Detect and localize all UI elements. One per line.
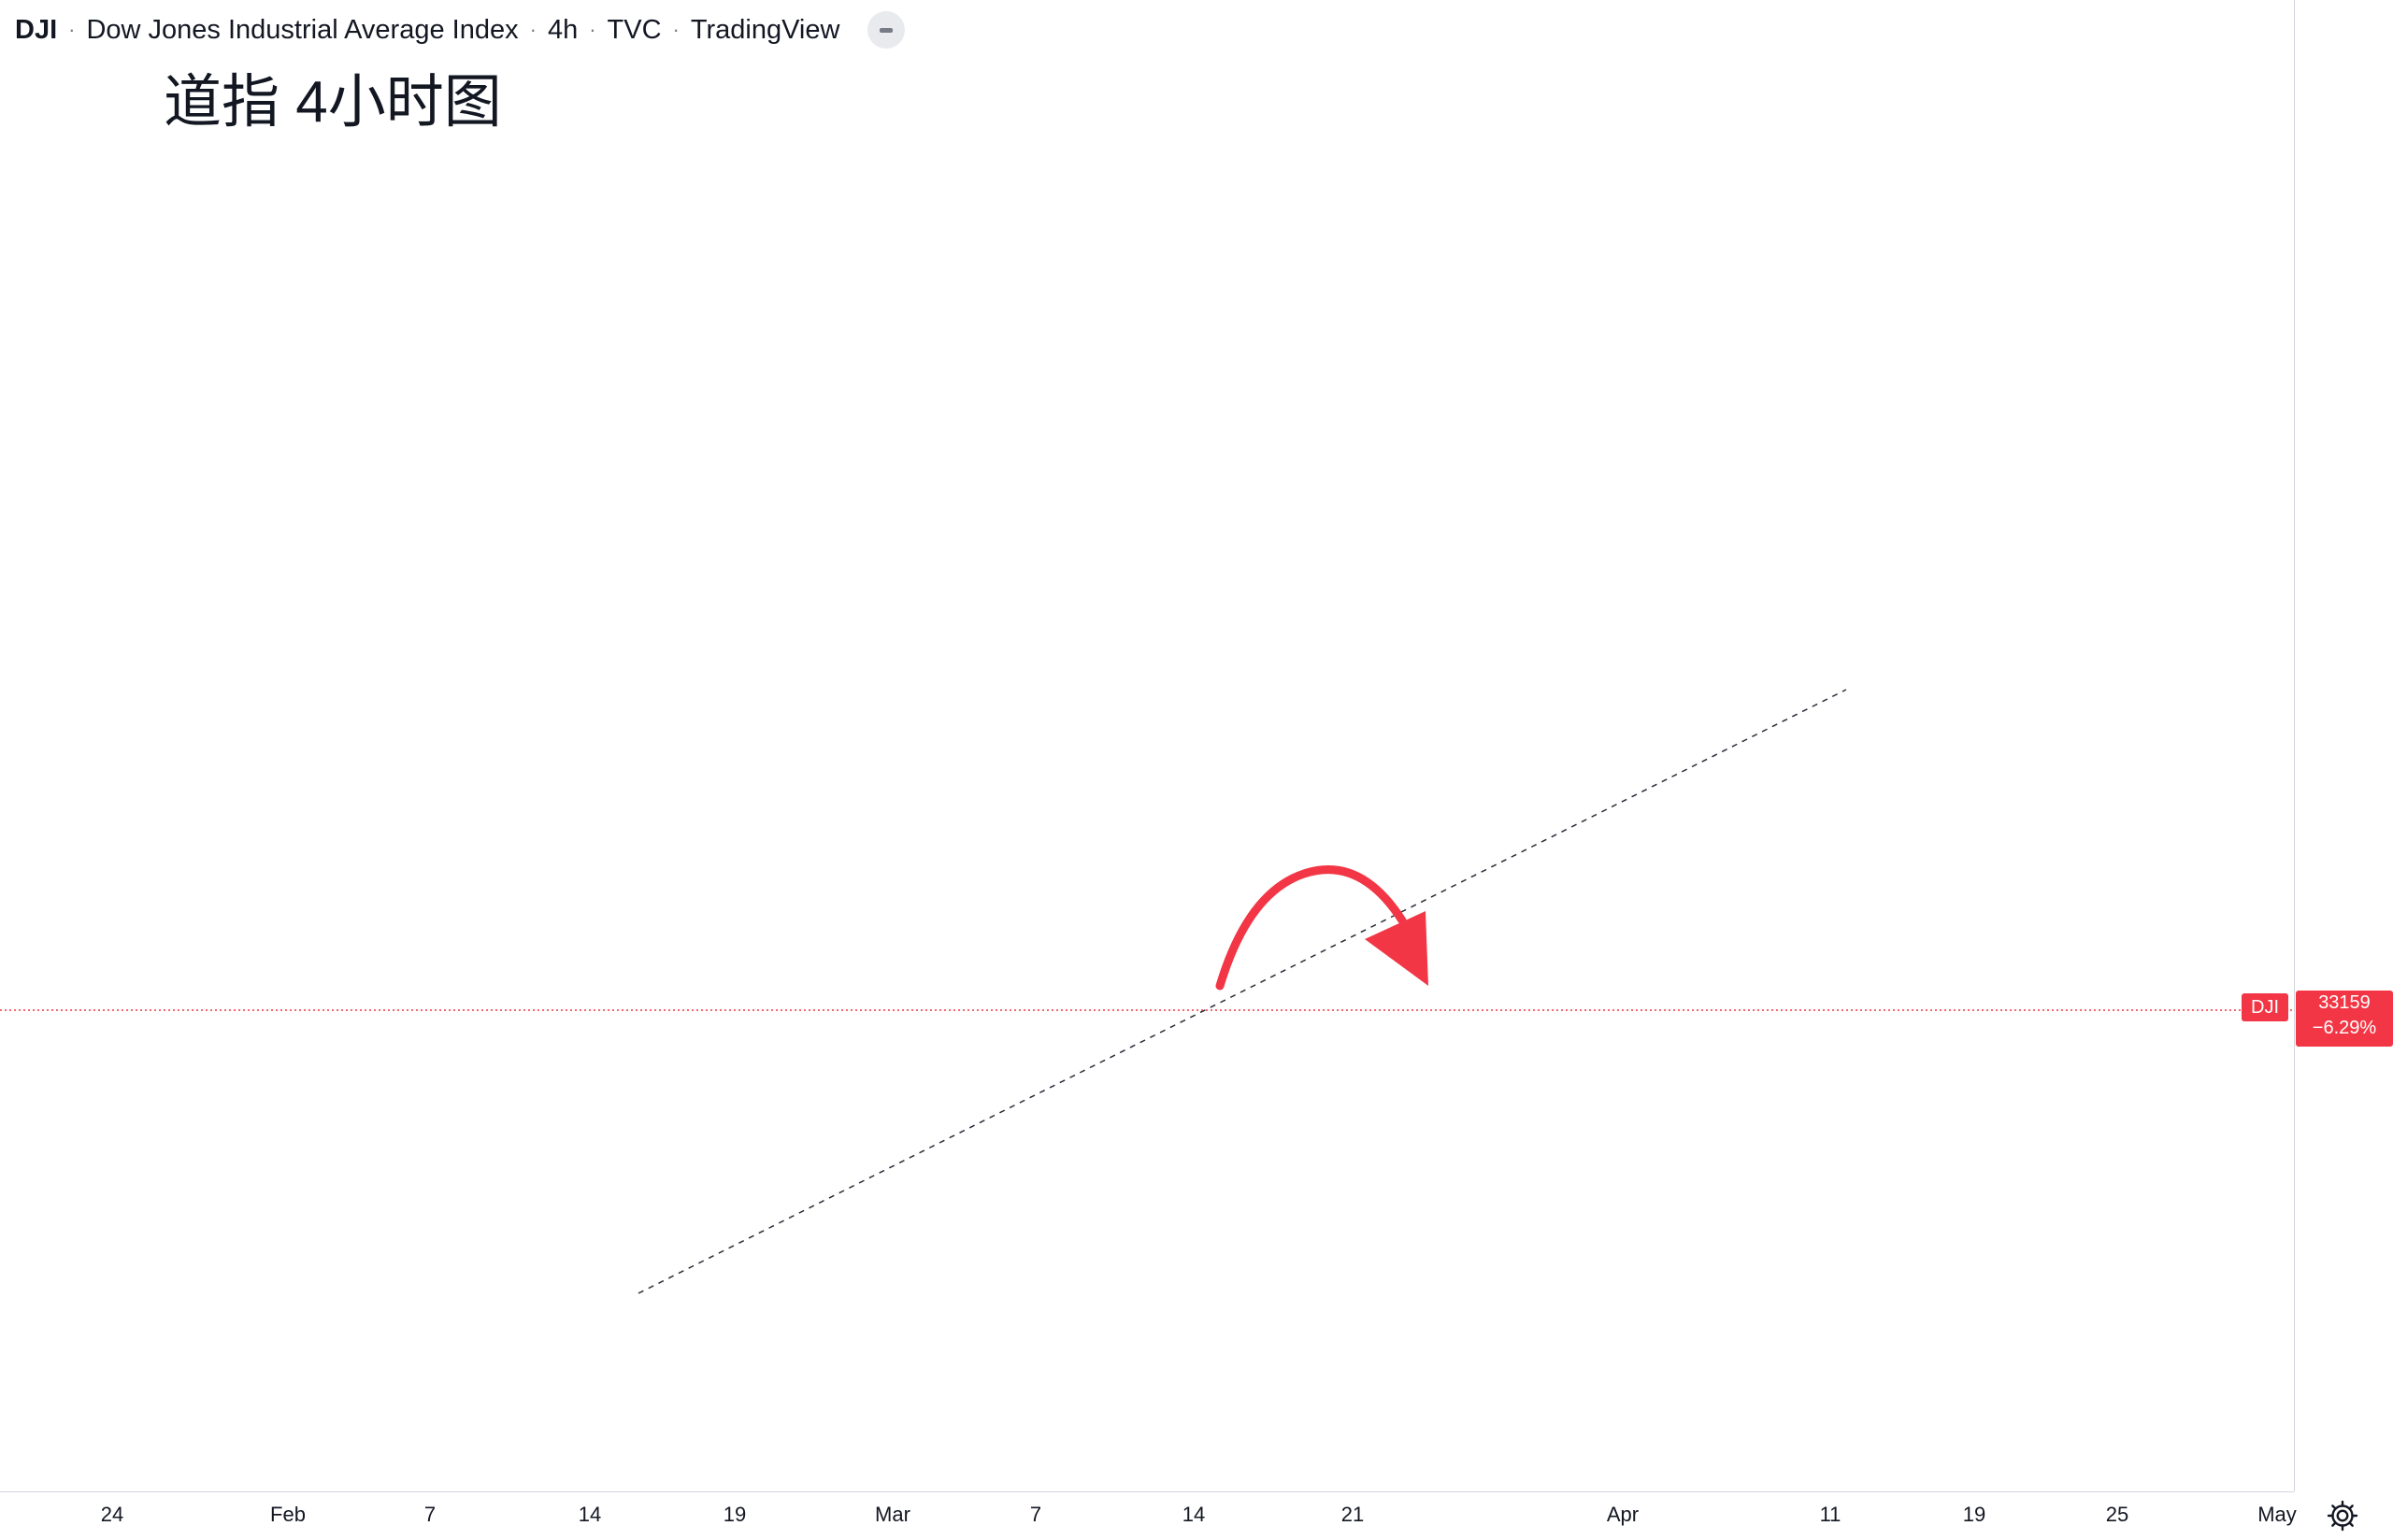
time-tick: Feb	[270, 1503, 306, 1526]
gear-icon[interactable]	[2326, 1499, 2359, 1533]
last-price-value: 33159	[2318, 992, 2371, 1013]
time-tick: 7	[423, 1503, 437, 1526]
time-tick: 21	[1340, 1503, 1365, 1526]
time-tick: 25	[2105, 1503, 2129, 1526]
last-price-tag: 33159 −6.29%	[2296, 991, 2393, 1047]
chart-header: DJI · Dow Jones Industrial Average Index…	[15, 11, 906, 49]
separator-dot: ·	[68, 18, 76, 41]
chart-annotation-text[interactable]: 道指 4小时图	[164, 70, 502, 135]
time-tick: 11	[1819, 1503, 1841, 1526]
time-tick: 24	[100, 1503, 124, 1526]
time-tick: 7	[1029, 1503, 1042, 1526]
separator-dot: ·	[529, 18, 537, 41]
symbol-ticker[interactable]: DJI	[15, 14, 58, 45]
price-chart[interactable]	[0, 0, 2294, 1491]
trend-line[interactable]	[638, 689, 1847, 1294]
price-axis[interactable]	[2294, 0, 2393, 1491]
separator-dot: ·	[589, 18, 596, 41]
time-tick: 14	[578, 1503, 602, 1526]
separator-dot: ·	[672, 18, 680, 41]
time-tick: 19	[723, 1503, 747, 1526]
time-tick: 19	[1962, 1503, 1986, 1526]
interval-label[interactable]: 4h	[547, 14, 579, 45]
exchange-label: TVC	[607, 14, 662, 45]
last-price-symbol-tag: DJI	[2242, 993, 2288, 1021]
symbol-name: Dow Jones Industrial Average Index	[86, 14, 519, 45]
collapse-legend-button[interactable]	[867, 11, 906, 49]
time-tick: Mar	[875, 1503, 910, 1526]
last-price-change: −6.29%	[2312, 1018, 2377, 1038]
time-tick: 14	[1182, 1503, 1206, 1526]
time-axis[interactable]	[0, 1491, 2294, 1540]
time-tick: May	[2257, 1503, 2297, 1526]
time-tick: Apr	[1606, 1503, 1640, 1526]
platform-label: TradingView	[690, 14, 840, 45]
curved-arrow-icon[interactable]	[1215, 865, 1428, 991]
